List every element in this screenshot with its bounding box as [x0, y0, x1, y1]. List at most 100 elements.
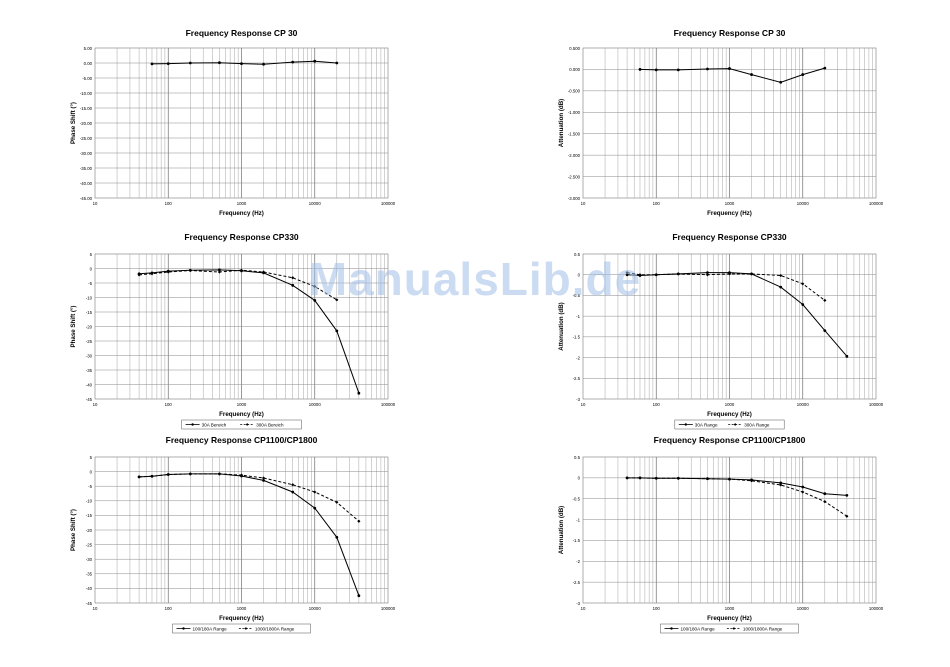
legend-box — [660, 623, 799, 634]
chart-title: Frequency Response CP1100/CP1800 — [654, 435, 806, 445]
data-point — [779, 273, 783, 278]
x-tick-label: 100 — [653, 201, 661, 206]
x-tick-label: 1000 — [237, 402, 247, 407]
legend-box — [172, 623, 311, 634]
data-point — [705, 477, 710, 481]
x-tick-label: 10 — [581, 201, 586, 206]
data-point — [217, 472, 222, 476]
y-tick-label: 5.00 — [84, 46, 93, 51]
data-point — [313, 284, 317, 289]
data-point — [313, 506, 317, 510]
y-tick-label: -0.500 — [568, 89, 581, 94]
series-line-1 — [151, 60, 337, 65]
data-point — [845, 354, 849, 358]
legend-marker — [191, 423, 194, 426]
data-point — [625, 273, 629, 277]
data-point — [801, 73, 805, 76]
y-axis-label: Phase Shift (°) — [70, 102, 77, 144]
data-point — [137, 475, 141, 479]
x-axis-label: Frequency (Hz) — [219, 411, 264, 418]
x-tick-label: 10 — [93, 606, 98, 611]
y-tick-label: 0 — [578, 273, 581, 278]
y-tick-label: -10 — [86, 499, 93, 504]
data-point — [779, 285, 783, 289]
y-tick-label: 0 — [90, 469, 93, 474]
y-tick-label: -1 — [576, 314, 580, 319]
legend-label: 300A Range — [744, 423, 770, 428]
data-point — [261, 476, 266, 480]
data-point — [638, 273, 642, 277]
y-tick-label: 0.000 — [569, 67, 580, 72]
y-tick-label: -25 — [86, 542, 93, 547]
x-tick-label: 10000 — [309, 402, 322, 407]
y-tick-label: 5 — [90, 455, 93, 460]
data-point — [823, 329, 827, 333]
legend-marker — [684, 423, 687, 426]
data-point — [239, 473, 244, 477]
y-tick-label: -2.500 — [568, 174, 581, 179]
x-tick-label: 10000 — [797, 606, 810, 611]
x-tick-label: 1000 — [725, 402, 735, 407]
y-tick-label: -15 — [86, 310, 93, 315]
y-tick-label: -1.500 — [568, 132, 581, 137]
data-point — [706, 271, 709, 275]
y-tick-label: -5 — [88, 281, 92, 286]
y-tick-label: -20 — [86, 324, 93, 329]
data-point — [166, 62, 170, 65]
data-point — [313, 490, 317, 494]
x-tick-label: 100 — [165, 402, 173, 407]
legend: 30A Bereich 300A Bereich — [181, 419, 302, 430]
data-point — [217, 270, 222, 274]
data-point — [188, 268, 192, 273]
data-point — [749, 479, 754, 483]
x-tick-label: 10 — [581, 402, 586, 407]
chart-title: Frequency Response CP330 — [184, 232, 299, 242]
data-point — [291, 276, 295, 280]
data-point — [335, 298, 339, 302]
y-tick-label: -3.000 — [568, 196, 581, 201]
y-tick-label: -20 — [86, 528, 93, 533]
y-tick-label: -30 — [86, 353, 93, 358]
legend: 100/180A Range 1000/1800A Range — [172, 623, 311, 634]
data-point — [150, 272, 154, 276]
data-point — [676, 68, 680, 72]
data-point — [779, 80, 783, 84]
legend-marker — [733, 423, 737, 426]
x-tick-label: 100000 — [381, 402, 396, 407]
data-point — [357, 519, 361, 523]
y-tick-label: -45.00 — [80, 196, 93, 201]
x-axis-label: Frequency (Hz) — [219, 615, 264, 622]
y-tick-label: -15.00 — [80, 106, 93, 111]
x-tick-label: 10 — [581, 606, 586, 611]
data-point — [845, 493, 849, 497]
x-tick-label: 100000 — [381, 606, 396, 611]
x-axis-label: Frequency (Hz) — [707, 411, 752, 418]
data-point — [188, 472, 192, 476]
data-point — [638, 476, 642, 480]
y-axis-label: Phase Shift (°) — [70, 305, 77, 347]
data-point — [188, 61, 192, 65]
x-tick-label: 100000 — [381, 201, 396, 206]
y-tick-label: -40 — [86, 586, 93, 591]
x-tick-label: 10000 — [309, 606, 322, 611]
x-tick-label: 100000 — [869, 606, 884, 611]
y-tick-label: -2 — [576, 559, 580, 564]
series-line-2 — [139, 269, 338, 301]
data-point — [823, 492, 827, 496]
y-tick-label: -2.5 — [573, 376, 581, 381]
data-point — [262, 478, 265, 482]
y-tick-label: -10 — [86, 295, 93, 300]
x-tick-label: 10000 — [309, 201, 322, 206]
data-point — [357, 594, 361, 598]
data-point — [676, 272, 680, 276]
x-tick-label: 100000 — [869, 402, 884, 407]
data-point — [727, 272, 732, 276]
data-point — [239, 268, 244, 272]
chart-5: Frequency Response CP1100/CP1800 5 0 -5 -10 -… — [70, 435, 396, 634]
y-tick-label: -20.00 — [80, 121, 93, 126]
y-tick-label: -1.5 — [573, 538, 581, 543]
y-tick-label: -5 — [88, 484, 92, 489]
y-tick-label: -35 — [86, 572, 93, 577]
data-point — [779, 483, 783, 487]
